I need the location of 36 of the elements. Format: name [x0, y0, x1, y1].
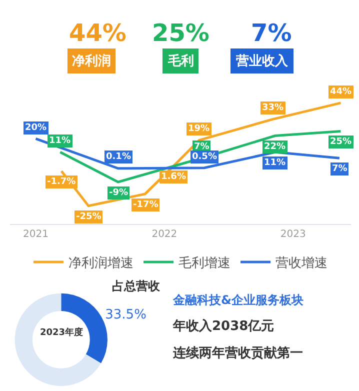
data-label: 25%	[330, 137, 352, 147]
text: 7%	[251, 19, 292, 47]
data-label: -9%	[109, 188, 128, 198]
text: 净利润	[72, 53, 111, 69]
text: 毛利	[167, 53, 194, 69]
text: 2023年度	[40, 327, 84, 338]
x-tick-label: 2022	[152, 228, 178, 240]
data-label: 0.1%	[106, 152, 131, 162]
text: 44%	[69, 19, 126, 47]
text: 金融科技&企业服务板块	[172, 293, 304, 307]
legend-label: 净利润增速	[68, 256, 134, 272]
text: 25%	[152, 19, 210, 47]
data-label: 22%	[264, 142, 286, 152]
data-label: 33.5%	[105, 307, 146, 322]
text: 年收入2038亿元	[172, 318, 274, 334]
x-tick-label: 2021	[23, 228, 48, 240]
text: 连续两年营收贡献第一	[172, 345, 303, 361]
text: 营业收入	[235, 53, 289, 69]
data-label: 33%	[262, 103, 284, 113]
data-label: 19%	[188, 124, 210, 134]
donut-slice	[14, 293, 102, 386]
legend-label: 营收增速	[276, 256, 328, 272]
data-label: 0.5%	[192, 152, 217, 162]
data-label: 1.6%	[161, 172, 186, 182]
data-label: -17%	[133, 200, 158, 210]
legend-label: 毛利增速	[178, 256, 230, 272]
data-label: -1.7%	[47, 177, 76, 187]
data-label: 11%	[49, 136, 71, 146]
text: 占总营收	[112, 279, 161, 293]
data-label: 11%	[264, 158, 286, 168]
x-tick-label: 2023	[280, 228, 306, 240]
data-label: 7%	[332, 164, 348, 174]
data-label: 44%	[330, 87, 352, 97]
data-label: 7%	[194, 142, 210, 152]
data-label: -25%	[76, 212, 102, 222]
data-label: 20%	[25, 123, 47, 133]
